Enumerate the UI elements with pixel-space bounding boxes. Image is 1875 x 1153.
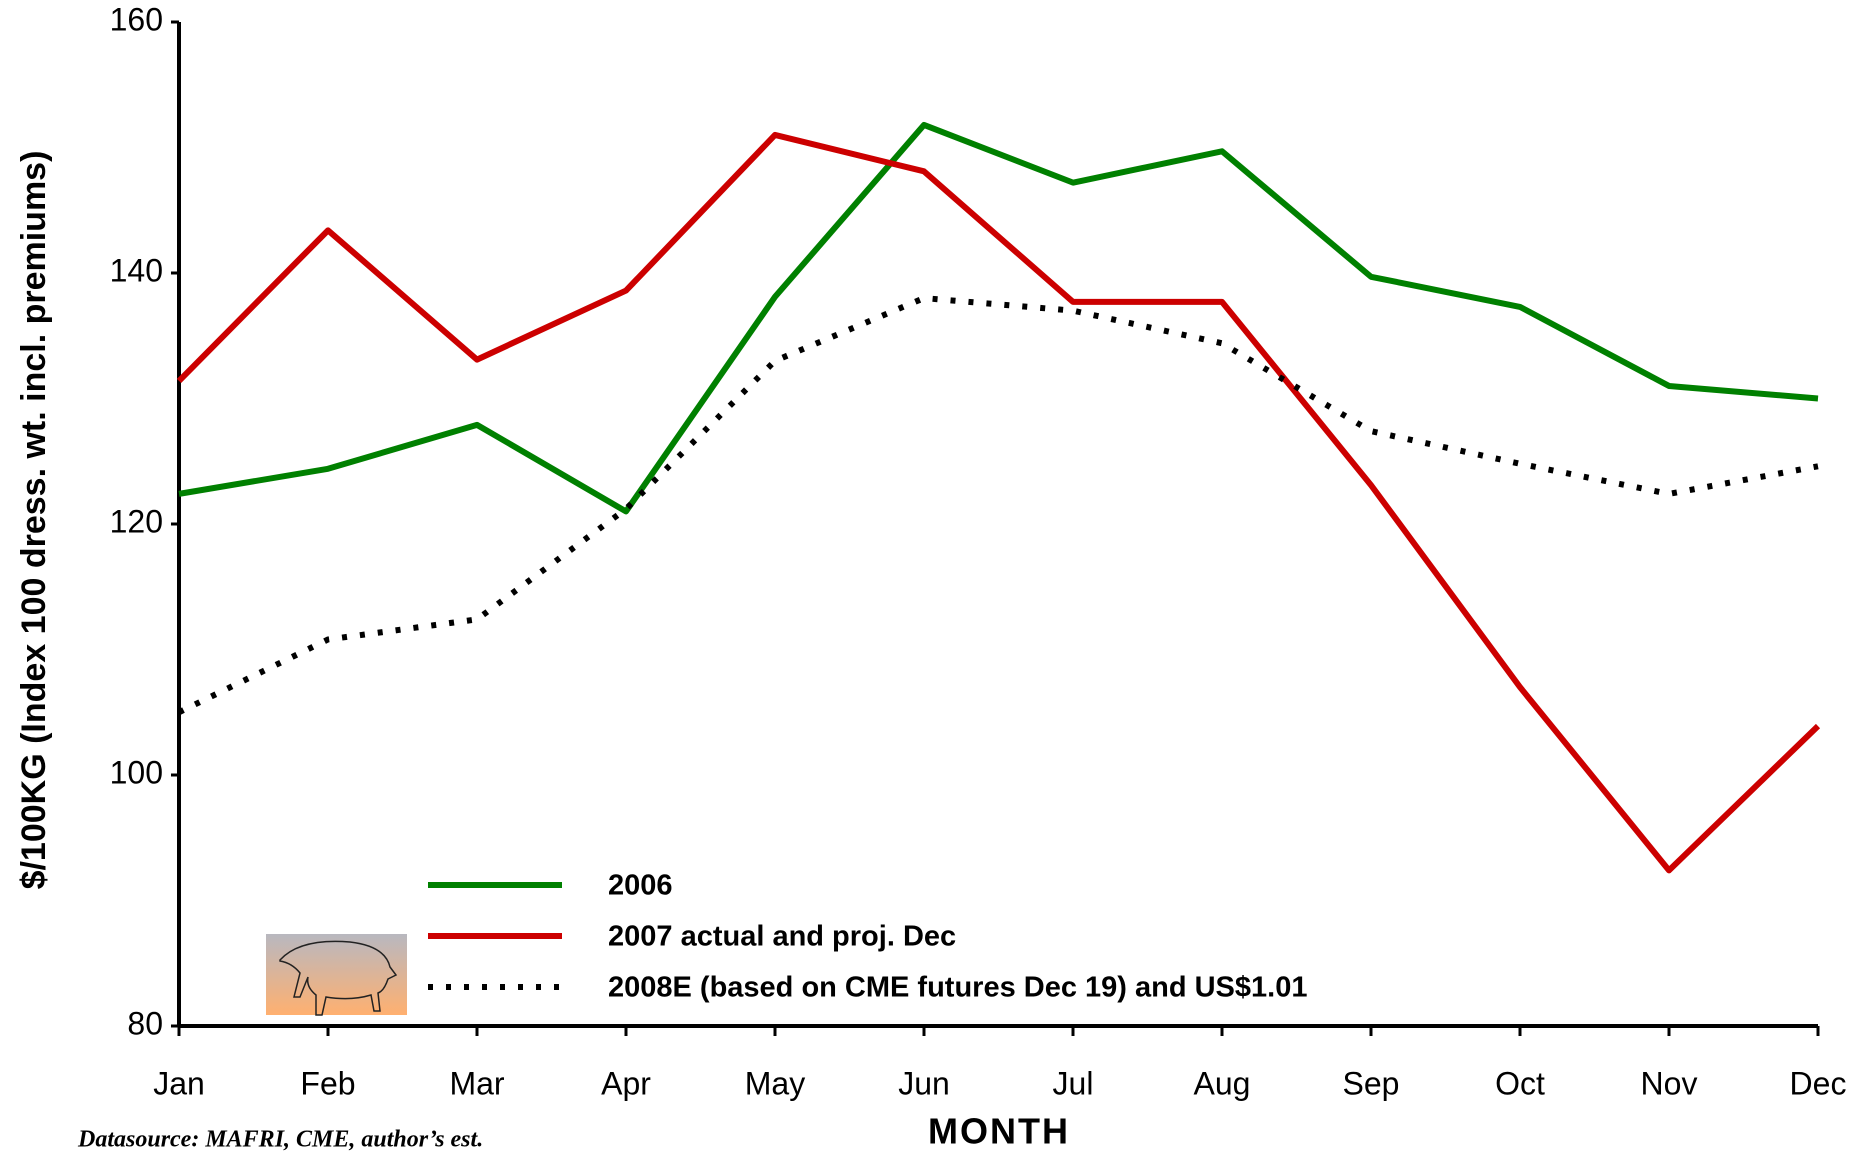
legend-label: 2006 bbox=[608, 870, 673, 902]
source-note: Datasource: MAFRI, CME, author’s est. bbox=[77, 1127, 483, 1153]
x-tick-label: May bbox=[745, 1065, 805, 1101]
x-tick-label: Nov bbox=[1641, 1065, 1698, 1101]
y-tick-label: 80 bbox=[127, 1005, 163, 1041]
x-tick-label: Mar bbox=[449, 1065, 504, 1101]
chart: $/100KG (Index 100 dress. wt. incl. prem… bbox=[0, 0, 1875, 1153]
x-tick-label: Dec bbox=[1790, 1065, 1847, 1101]
x-tick-label: Oct bbox=[1495, 1065, 1545, 1101]
y-tick-label: 120 bbox=[110, 503, 163, 539]
series-line bbox=[179, 135, 1818, 870]
y-tick-label: 100 bbox=[110, 754, 163, 790]
series-line bbox=[179, 298, 1818, 712]
y-axis-label: $/100KG (Index 100 dress. wt. incl. prem… bbox=[15, 151, 53, 890]
x-tick-label: Jun bbox=[898, 1065, 950, 1101]
x-tick-label: Feb bbox=[300, 1065, 355, 1101]
y-tick-label: 140 bbox=[110, 252, 163, 288]
legend-label: 2007 actual and proj. Dec bbox=[608, 921, 956, 953]
legend-label: 2008E (based on CME futures Dec 19) and … bbox=[608, 972, 1307, 1004]
y-tick-label: 160 bbox=[110, 1, 163, 37]
x-tick-label: Apr bbox=[601, 1065, 651, 1101]
pig-icon bbox=[266, 934, 407, 1015]
x-tick-label: Jul bbox=[1053, 1065, 1094, 1101]
x-tick-label: Sep bbox=[1343, 1065, 1400, 1101]
x-tick-label: Jan bbox=[153, 1065, 205, 1101]
x-axis-label: MONTH bbox=[928, 1111, 1070, 1152]
x-tick-label: Aug bbox=[1194, 1065, 1251, 1101]
